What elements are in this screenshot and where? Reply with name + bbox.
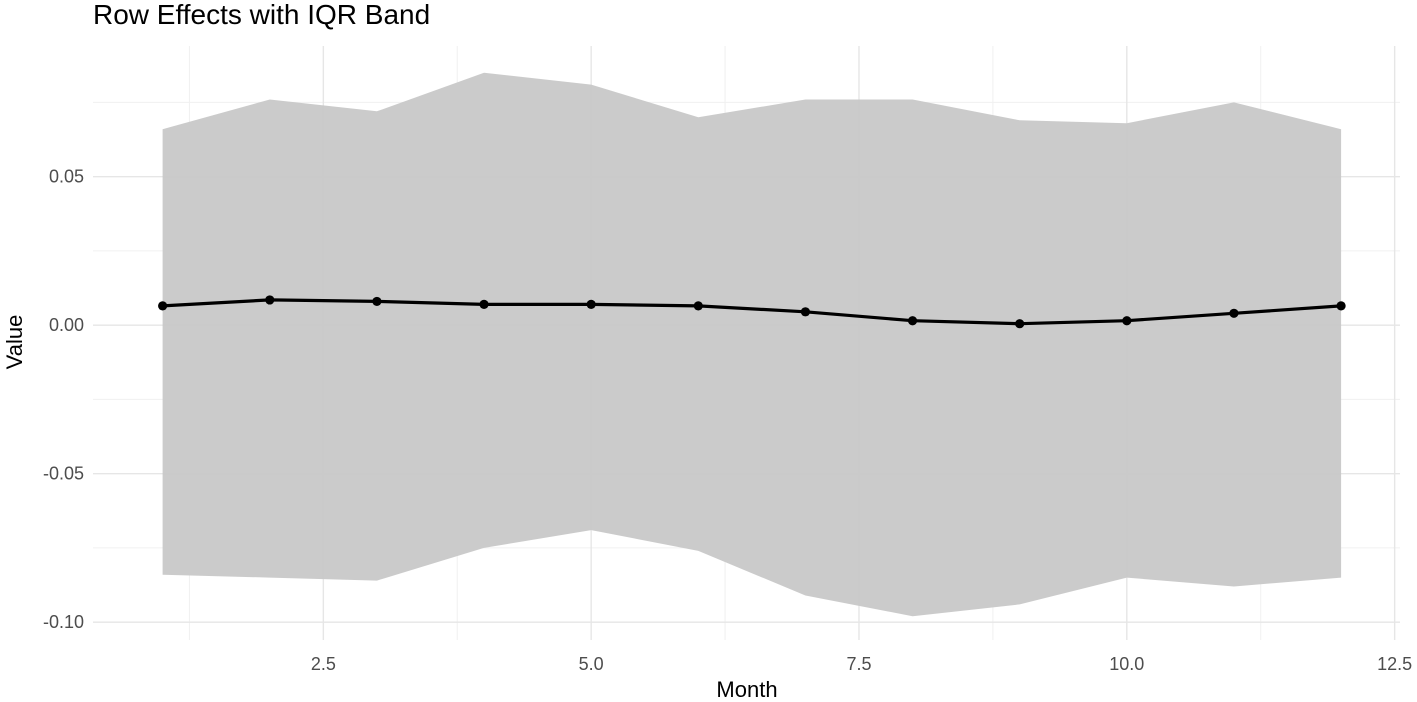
data-point [1015, 319, 1025, 329]
x-tick-label: 2.5 [311, 654, 336, 674]
data-point [693, 301, 703, 311]
x-tick-labels: 2.5 5.0 7.5 10.0 12.5 [311, 654, 1412, 674]
y-tick-labels: -0.10 -0.05 0.00 0.05 [43, 167, 84, 633]
series-line-layer [161, 298, 1343, 326]
data-point [372, 296, 382, 307]
data-point [1336, 301, 1346, 311]
y-axis-title: Value [2, 315, 27, 370]
chart-title: Row Effects with IQR Band [93, 0, 430, 30]
data-point [1229, 308, 1239, 318]
data-point [907, 316, 918, 326]
series-line [161, 298, 1343, 326]
data-point [479, 299, 489, 309]
data-point [265, 295, 275, 305]
data-point [158, 301, 168, 311]
data-point [800, 307, 811, 317]
y-tick-label: -0.10 [43, 612, 84, 632]
x-tick-label: 5.0 [579, 654, 604, 674]
x-tick-label: 7.5 [846, 654, 871, 674]
x-tick-label: 10.0 [1109, 654, 1144, 674]
x-tick-label: 12.5 [1377, 654, 1412, 674]
y-tick-label: -0.05 [43, 464, 84, 484]
iqr-band [162, 72, 1342, 617]
data-point-layer [158, 295, 1346, 329]
data-point [1122, 316, 1132, 326]
data-point [586, 299, 596, 309]
y-tick-label: 0.00 [49, 315, 84, 335]
iqr-band-layer [162, 72, 1342, 617]
x-axis-title: Month [716, 677, 777, 702]
y-tick-label: 0.05 [49, 167, 84, 187]
